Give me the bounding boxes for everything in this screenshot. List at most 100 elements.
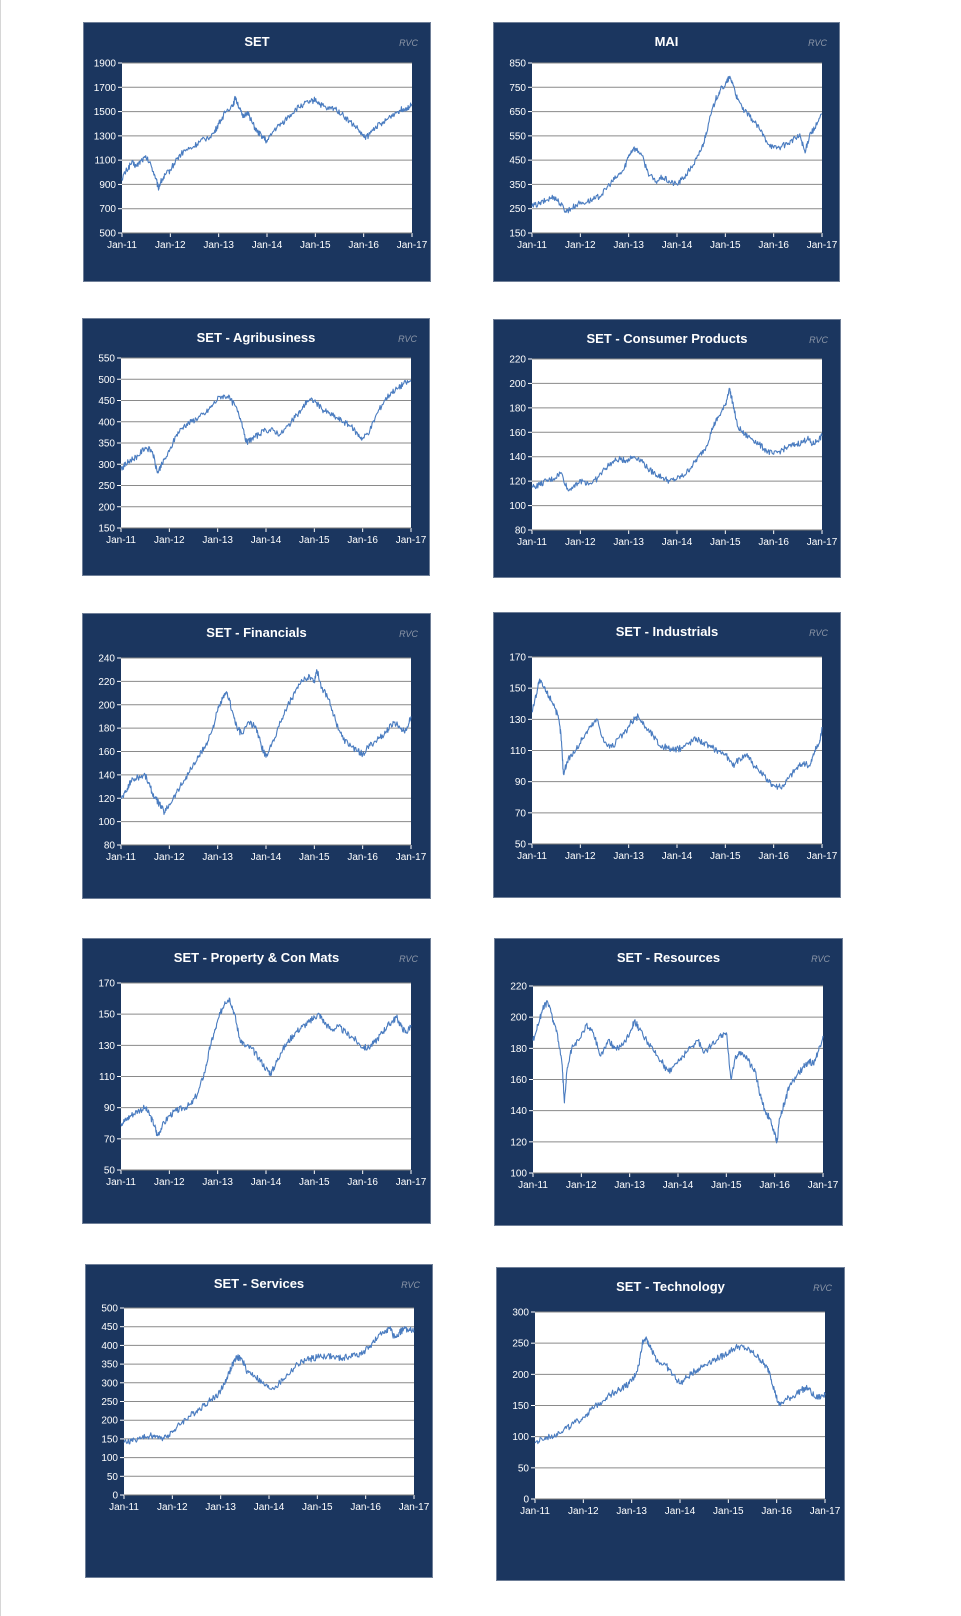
x-tick-label: Jan-17: [810, 1506, 841, 1517]
x-tick-label: Jan-14: [665, 1506, 696, 1517]
x-tick-label: Jan-17: [396, 1177, 427, 1188]
x-tick-label: Jan-14: [662, 851, 693, 862]
y-tick-label: 150: [98, 524, 115, 535]
x-tick-label: Jan-15: [710, 240, 741, 251]
series-line: [531, 75, 822, 214]
y-tick-label: 80: [515, 526, 527, 537]
y-tick-label: 200: [509, 379, 526, 390]
x-tick-label: Jan-14: [251, 1177, 282, 1188]
plot-area: [122, 63, 412, 233]
y-tick-label: 1300: [94, 131, 117, 142]
chart-title: MAI: [654, 34, 679, 49]
chart-panel: SET - Financials RVC 240 220 200 180 160 140 120…: [82, 613, 431, 899]
x-tick-label: Jan-14: [251, 535, 282, 546]
chart-title: SET - Resources: [616, 950, 721, 965]
y-tick-label: 240: [98, 654, 115, 665]
x-tick-label: Jan-12: [565, 851, 596, 862]
y-tick-label: 130: [509, 715, 526, 726]
x-tick-label: Jan-12: [568, 1506, 599, 1517]
x-tick-label: Jan-14: [251, 852, 282, 863]
x-tick-label: Jan-16: [347, 852, 378, 863]
x-tick-label: Jan-15: [299, 1177, 330, 1188]
y-tick-label: 300: [512, 1308, 529, 1319]
y-tick-label: 170: [509, 653, 526, 664]
x-tick-label: Jan-15: [299, 535, 330, 546]
y-tick-label: 0: [112, 1491, 118, 1502]
y-tick-label: 350: [101, 1360, 118, 1371]
y-tick-label: 350: [98, 439, 115, 450]
chart-panel: SET - Property & Con Mats RVC 170 150 130 110…: [82, 938, 431, 1224]
series-line: [123, 1325, 415, 1445]
x-tick-label: Jan-17: [396, 852, 427, 863]
x-tick-label: Jan-11: [106, 852, 136, 863]
y-tick-label: 120: [510, 1137, 527, 1148]
rvc-logo: RVC: [398, 334, 417, 344]
y-tick-label: 180: [510, 1044, 527, 1055]
y-tick-label: 650: [509, 107, 526, 118]
x-tick-label: Jan-13: [613, 851, 644, 862]
y-tick-label: 1100: [94, 156, 116, 167]
x-tick-label: Jan-12: [155, 240, 186, 251]
y-tick-label: 130: [98, 1041, 115, 1052]
y-tick-label: 50: [104, 1166, 116, 1177]
x-tick-label: Jan-12: [565, 240, 596, 251]
x-tick-label: Jan-14: [254, 1502, 285, 1513]
y-tick-label: 70: [515, 808, 527, 819]
x-tick-label: Jan-15: [300, 240, 331, 251]
chart-title: SET - Agribusiness: [196, 330, 316, 345]
y-tick-label: 350: [509, 180, 526, 191]
y-tick-label: 0: [523, 1495, 529, 1506]
y-tick-label: 150: [509, 684, 526, 695]
y-tick-label: 160: [509, 428, 526, 439]
rvc-logo: RVC: [809, 628, 828, 638]
x-tick-label: Jan-15: [710, 851, 741, 862]
x-tick-label: Jan-15: [713, 1506, 744, 1517]
x-tick-label: Jan-17: [807, 240, 838, 251]
x-tick-label: Jan-13: [202, 1177, 233, 1188]
plot-area: [532, 359, 822, 530]
y-tick-label: 450: [101, 1322, 118, 1333]
y-tick-label: 90: [515, 777, 527, 788]
series-line: [531, 387, 823, 492]
chart-title: SET - Industrials: [615, 624, 719, 639]
y-tick-label: 750: [509, 83, 526, 94]
x-tick-label: Jan-13: [205, 1502, 236, 1513]
x-tick-label: Jan-17: [399, 1502, 430, 1513]
y-tick-label: 140: [510, 1106, 527, 1117]
y-tick-label: 150: [101, 1434, 118, 1445]
x-tick-label: Jan-16: [758, 851, 789, 862]
x-tick-label: Jan-12: [154, 1177, 185, 1188]
x-tick-label: Jan-15: [302, 1502, 333, 1513]
y-tick-label: 200: [101, 1416, 118, 1427]
y-tick-label: 100: [509, 501, 526, 512]
x-tick-label: Jan-13: [616, 1506, 647, 1517]
y-tick-label: 150: [512, 1401, 529, 1412]
x-tick-label: Jan-13: [202, 852, 233, 863]
y-tick-label: 200: [510, 1013, 527, 1024]
y-tick-label: 220: [509, 355, 526, 366]
x-tick-label: Jan-11: [520, 1506, 550, 1517]
y-tick-label: 140: [98, 770, 115, 781]
x-tick-label: Jan-12: [157, 1502, 188, 1513]
y-tick-label: 90: [104, 1103, 116, 1114]
y-tick-label: 140: [509, 452, 526, 463]
chart-title: SET - Financials: [206, 625, 307, 640]
x-tick-label: Jan-17: [397, 240, 428, 251]
series-line: [120, 997, 412, 1137]
y-tick-label: 450: [509, 156, 526, 167]
chart-panel: SET - Services RVC 500 450 400 350 300 250 200 15…: [85, 1264, 433, 1578]
chart-title: SET - Property & Con Mats: [173, 950, 340, 965]
x-tick-label: Jan-12: [154, 535, 185, 546]
x-tick-label: Jan-13: [203, 240, 234, 251]
x-tick-label: Jan-17: [396, 535, 427, 546]
y-tick-label: 150: [98, 1010, 115, 1021]
y-tick-label: 170: [98, 979, 115, 990]
chart-panel: SET - Resources RVC 220 200 180 160 140 120 100 J…: [494, 938, 843, 1226]
x-tick-label: Jan-11: [109, 1502, 139, 1513]
chart-title: SET - Technology: [616, 1279, 725, 1294]
